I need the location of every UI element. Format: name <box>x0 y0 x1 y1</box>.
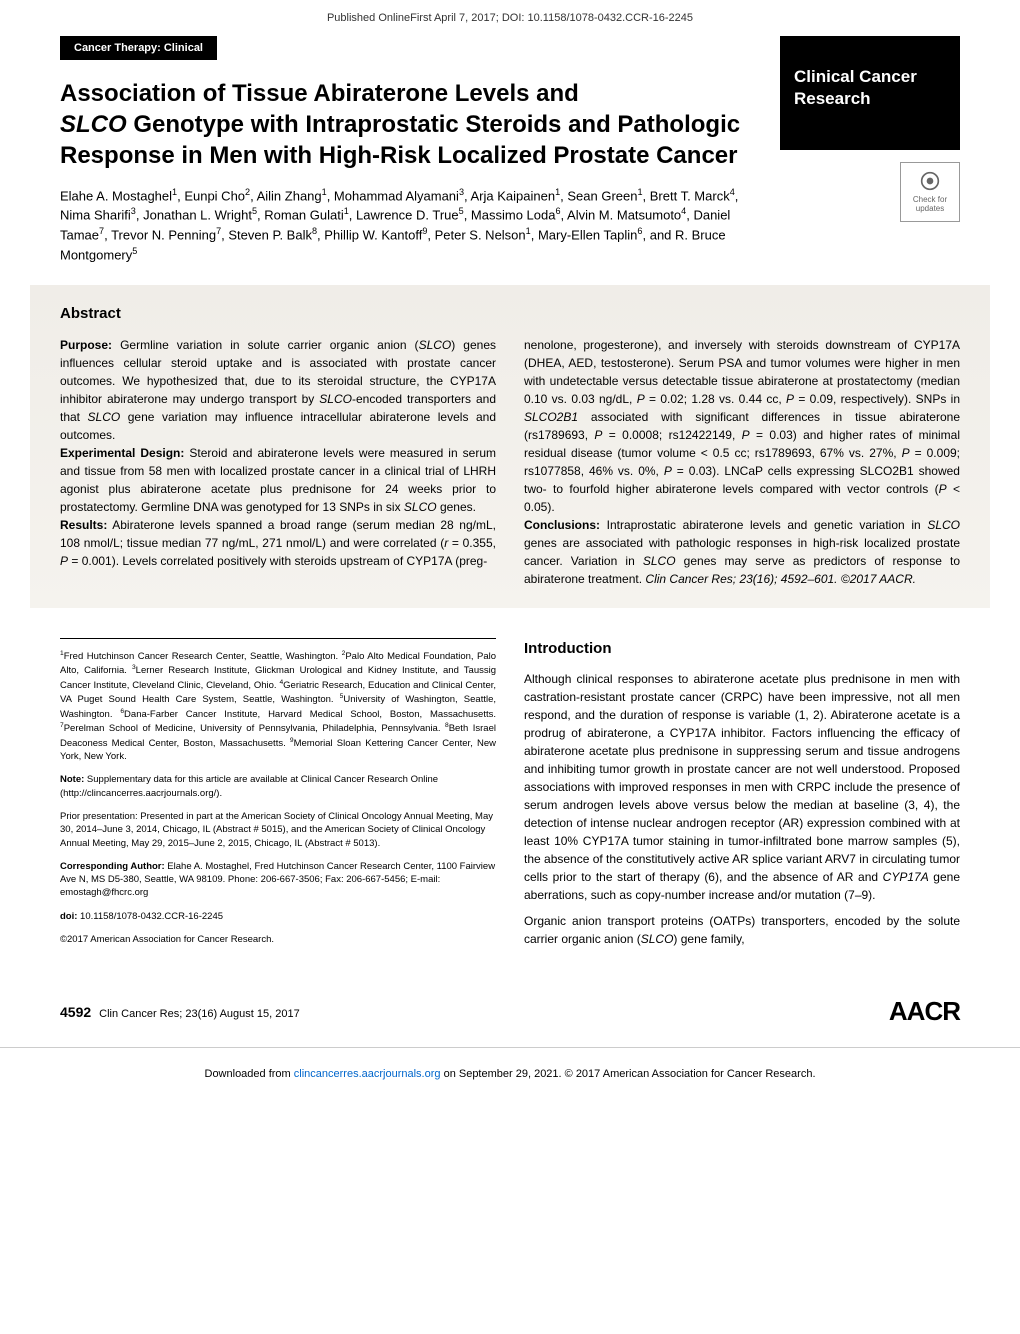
footer-left: 4592 Clin Cancer Res; 23(16) August 15, … <box>60 1004 300 1020</box>
header-left: Cancer Therapy: Clinical Association of … <box>60 36 760 265</box>
title-rest: Genotype with Intraprostatic Steroids an… <box>60 111 740 169</box>
introduction-heading: Introduction <box>524 638 960 660</box>
intro-para2: Organic anion transport proteins (OATPs)… <box>524 912 960 948</box>
footer-citation: Clin Cancer Res; 23(16) August 15, 2017 <box>99 1008 300 1020</box>
check-updates-icon <box>920 171 940 191</box>
note-doi: doi: 10.1158/1078-0432.CCR-16-2245 <box>60 910 496 923</box>
body-col-left: 1Fred Hutchinson Cancer Research Center,… <box>60 638 496 956</box>
published-line: Published OnlineFirst April 7, 2017; DOI… <box>327 12 693 24</box>
note-prior: Prior presentation: Presented in part at… <box>60 810 496 850</box>
abstract-text-right: nenolone, progesterone), and inversely w… <box>524 336 960 588</box>
journal-name: Clinical Cancer Research <box>794 67 917 108</box>
title-line1: Association of Tissue Abiraterone Levels… <box>60 80 579 107</box>
page-footer: 4592 Clin Cancer Res; 23(16) August 15, … <box>0 976 1020 1037</box>
top-section: Cancer Therapy: Clinical Association of … <box>60 36 960 265</box>
journal-name-box: Clinical Cancer Research <box>780 36 960 150</box>
abstract-text-left: Purpose: Germline variation in solute ca… <box>60 336 496 570</box>
affiliations: 1Fred Hutchinson Cancer Research Center,… <box>60 638 496 763</box>
check-updates-label: Check for updates <box>913 195 947 213</box>
note-label: Note: <box>60 774 84 785</box>
check-updates-badge[interactable]: Check for updates <box>900 162 960 222</box>
category-bar: Cancer Therapy: Clinical <box>60 36 217 60</box>
note-copyright: ©2017 American Association for Cancer Re… <box>60 933 496 946</box>
article-title: Association of Tissue Abiraterone Levels… <box>60 78 760 172</box>
corresponding-label: Corresponding Author: <box>60 861 165 872</box>
body-columns: 1Fred Hutchinson Cancer Research Center,… <box>60 638 960 956</box>
download-prefix: Downloaded from <box>205 1068 294 1080</box>
download-suffix: on September 29, 2021. © 2017 American A… <box>441 1068 816 1080</box>
abstract-columns: Purpose: Germline variation in solute ca… <box>60 336 960 588</box>
aacr-logo: AACR <box>889 996 960 1027</box>
header-right: Clinical Cancer Research Check for updat… <box>780 36 960 265</box>
authors-list: Elahe A. Mostaghel1, Eunpi Cho2, Ailin Z… <box>60 186 760 265</box>
introduction-text: Although clinical responses to abiratero… <box>524 670 960 948</box>
abstract-section: Abstract Purpose: Germline variation in … <box>30 285 990 608</box>
note-text: Supplementary data for this article are … <box>60 774 438 798</box>
doi-text: 10.1158/1078-0432.CCR-16-2245 <box>77 911 223 922</box>
title-italic: SLCO <box>60 111 127 138</box>
abstract-col-left: Purpose: Germline variation in solute ca… <box>60 336 496 588</box>
note-corresponding: Corresponding Author: Elahe A. Mostaghel… <box>60 860 496 900</box>
download-footer: Downloaded from clincancerres.aacrjourna… <box>0 1047 1020 1090</box>
doi-label: doi: <box>60 911 77 922</box>
note-supplementary: Note: Supplementary data for this articl… <box>60 773 496 800</box>
body-col-right: Introduction Although clinical responses… <box>524 638 960 956</box>
page-number: 4592 <box>60 1004 91 1020</box>
intro-para1: Although clinical responses to abiratero… <box>524 670 960 904</box>
download-link[interactable]: clincancerres.aacrjournals.org <box>294 1068 441 1080</box>
abstract-col-right: nenolone, progesterone), and inversely w… <box>524 336 960 588</box>
abstract-heading: Abstract <box>60 305 960 322</box>
published-header: Published OnlineFirst April 7, 2017; DOI… <box>0 0 1020 36</box>
main-content: Cancer Therapy: Clinical Association of … <box>0 36 1020 976</box>
